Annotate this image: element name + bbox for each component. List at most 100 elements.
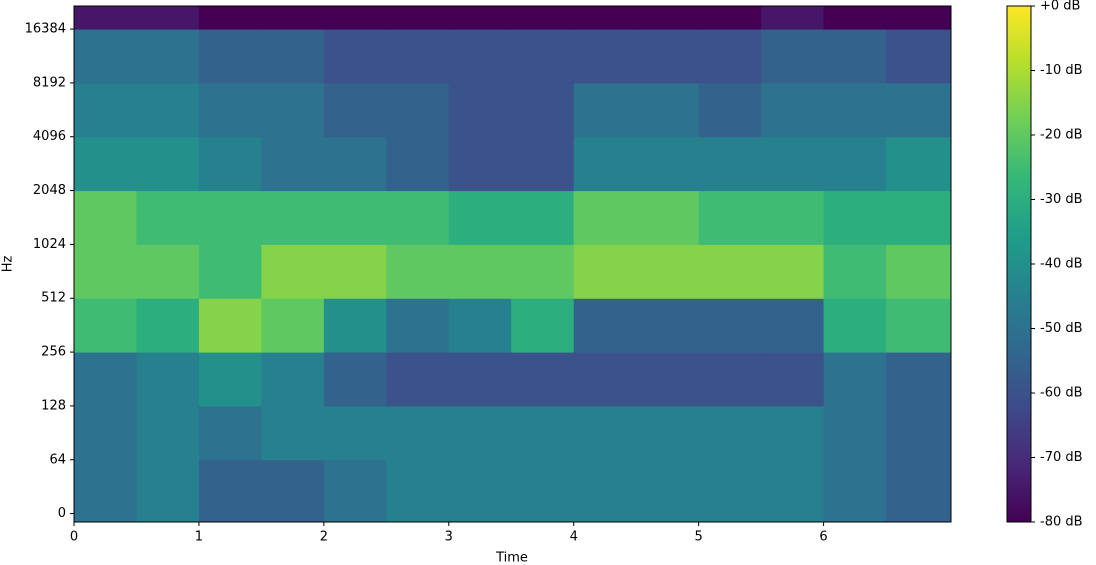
heatmap-cell <box>511 244 575 299</box>
heatmap-cell <box>698 29 762 84</box>
colorbar-tick-label: -70 dB <box>1040 450 1083 465</box>
heatmap-cell <box>573 6 637 30</box>
y-tick-label: 4096 <box>33 129 66 144</box>
heatmap-cell <box>698 244 762 299</box>
x-tick-label: 4 <box>570 530 578 545</box>
heatmap-cell <box>323 136 387 192</box>
heatmap-cell <box>261 244 325 299</box>
heatmap-cell <box>261 190 325 245</box>
heatmap-cell <box>386 244 450 299</box>
colorbar-tick-label: -30 dB <box>1040 192 1083 207</box>
y-axis-label: Hz <box>1 256 16 273</box>
heatmap-cell <box>323 6 387 30</box>
heatmap-cell <box>761 298 825 353</box>
heatmap-cell <box>636 244 700 299</box>
heatmap-cell <box>74 82 137 138</box>
heatmap-cell <box>573 190 637 245</box>
heatmap-cell <box>636 6 700 30</box>
heatmap-cell <box>636 352 700 407</box>
heatmap-cell <box>511 190 575 245</box>
heatmap-cell <box>823 352 887 407</box>
heatmap-cell <box>448 405 512 461</box>
heatmap-cell <box>448 82 512 138</box>
heatmap-cell <box>761 244 825 299</box>
heatmap-cell <box>198 459 262 523</box>
heatmap-cell <box>198 352 262 407</box>
heatmap-cell <box>74 298 137 353</box>
heatmap-cell <box>573 29 637 84</box>
heatmap-cell <box>323 244 387 299</box>
heatmap-cell <box>823 29 887 84</box>
colorbar-tick-label: -50 dB <box>1040 321 1083 336</box>
heatmap-cell <box>448 352 512 407</box>
heatmap-cell <box>261 29 325 84</box>
colorbar-tick-label: -40 dB <box>1040 257 1083 272</box>
heatmap-cell <box>136 29 200 84</box>
heatmap-cell <box>198 136 262 192</box>
heatmap-cell <box>573 298 637 353</box>
heatmap-cell <box>136 459 200 523</box>
x-tick-label: 5 <box>695 530 703 545</box>
heatmap-cell <box>698 82 762 138</box>
heatmap-cell <box>823 6 887 30</box>
heatmap-cell <box>136 136 200 192</box>
colorbar <box>1006 5 1032 523</box>
heatmap-cell <box>136 244 200 299</box>
heatmap-cell <box>323 459 387 523</box>
heatmap-cell <box>698 298 762 353</box>
heatmap-cell <box>636 29 700 84</box>
heatmap-cell <box>573 459 637 523</box>
heatmap-cell <box>323 82 387 138</box>
heatmap-cell <box>698 459 762 523</box>
heatmap-cell <box>511 405 575 461</box>
heatmap-cell <box>261 459 325 523</box>
heatmap-cell <box>198 298 262 353</box>
heatmap-cell <box>761 459 825 523</box>
heatmap-cell <box>74 459 137 523</box>
heatmap-cell <box>511 29 575 84</box>
y-tick-label: 256 <box>41 345 66 360</box>
colorbar-tick-label: -10 dB <box>1040 63 1083 78</box>
colorbar-tick-label: +0 dB <box>1040 0 1080 14</box>
y-tick-label: 0 <box>58 506 66 521</box>
heatmap-cell <box>448 190 512 245</box>
heatmap-cell <box>636 136 700 192</box>
heatmap-cell <box>823 82 887 138</box>
heatmap-cell <box>261 82 325 138</box>
heatmap-cell <box>261 6 325 30</box>
heatmap-cell <box>198 405 262 461</box>
plot-frame <box>73 5 952 523</box>
heatmap-cell <box>261 405 325 461</box>
heatmap-cell <box>323 29 387 84</box>
heatmap-cell <box>573 405 637 461</box>
heatmap-cell <box>823 405 887 461</box>
heatmap-cell <box>198 190 262 245</box>
heatmap-cell <box>573 136 637 192</box>
heatmap-cell <box>198 244 262 299</box>
heatmap-cell <box>386 136 450 192</box>
heatmap-cell <box>636 82 700 138</box>
heatmap-cell <box>823 244 887 299</box>
heatmap-cell <box>386 459 450 523</box>
x-axis-label: Time <box>495 551 528 565</box>
x-tick-label: 0 <box>70 530 78 545</box>
heatmap-cell <box>386 405 450 461</box>
heatmap-cell <box>386 190 450 245</box>
heatmap-cell <box>573 352 637 407</box>
heatmap-cell <box>511 6 575 30</box>
heatmap-cell <box>761 136 825 192</box>
heatmap-cell <box>886 298 952 353</box>
x-tick-label: 3 <box>445 530 453 545</box>
heatmap-cell <box>74 6 137 30</box>
heatmap-cell <box>886 244 952 299</box>
heatmap-cell <box>823 459 887 523</box>
heatmap-cell <box>698 6 762 30</box>
heatmap-cell <box>698 136 762 192</box>
heatmap-cell <box>761 29 825 84</box>
heatmap-cell <box>386 29 450 84</box>
heatmap-cell <box>636 298 700 353</box>
heatmap-cell <box>136 298 200 353</box>
y-tick-label: 2048 <box>33 183 66 198</box>
heatmap-cell <box>198 29 262 84</box>
